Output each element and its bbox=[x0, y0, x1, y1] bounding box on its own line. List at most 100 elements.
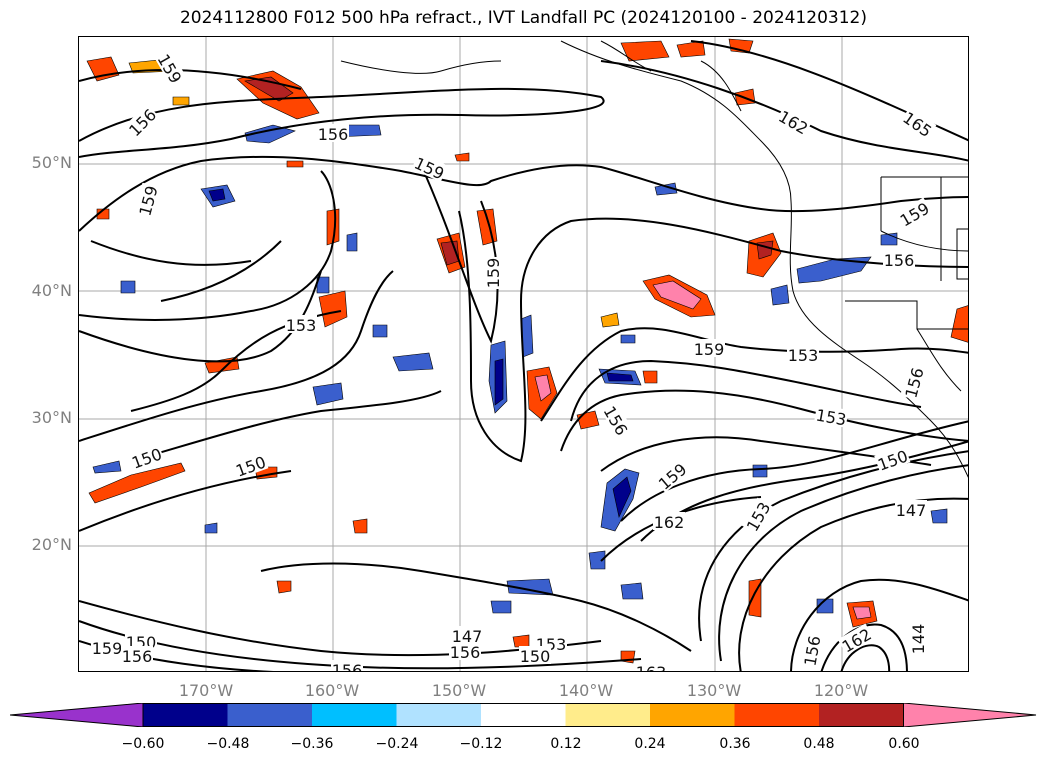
contour-label: 165 bbox=[899, 108, 935, 141]
colorbar-tick: −0.48 bbox=[206, 736, 250, 752]
colorbar-tick: −0.60 bbox=[121, 736, 165, 752]
contour-label: 159 bbox=[694, 340, 725, 359]
contour-label-bg bbox=[121, 646, 153, 664]
contour-label-bg bbox=[814, 404, 849, 428]
contour-label-bg bbox=[883, 250, 915, 268]
contour-label-bg bbox=[653, 458, 690, 493]
lon-label-170w: 170°W bbox=[178, 681, 234, 700]
contour-label-bg bbox=[895, 500, 927, 518]
map-title: 2024112800 F012 500 hPa refract., IVT La… bbox=[179, 8, 867, 28]
colorbar bbox=[10, 703, 1037, 727]
contour-label-bg bbox=[125, 632, 157, 650]
contour-label-bg bbox=[519, 646, 551, 664]
contour-label-bg bbox=[775, 105, 813, 138]
lat-label-40n: 40°N bbox=[31, 281, 72, 300]
contour-label-bg bbox=[154, 49, 187, 87]
contour-label: 163 bbox=[636, 663, 667, 672]
colorbar-extend-left bbox=[10, 703, 144, 727]
lat-label-20n: 20°N bbox=[31, 535, 72, 554]
lon-label-140w: 140°W bbox=[558, 681, 614, 700]
lon-label-150w: 150°W bbox=[431, 681, 487, 700]
contour-label-bg bbox=[895, 197, 933, 230]
contour-label-bg bbox=[232, 451, 269, 480]
contour-label-bg bbox=[285, 315, 317, 333]
contour-label: 150 bbox=[875, 446, 910, 474]
contour-label-bg bbox=[635, 662, 667, 671]
colorbar-tick: 0.24 bbox=[634, 736, 666, 752]
contour-label: 150 bbox=[520, 647, 551, 666]
contour-label-bg bbox=[653, 512, 685, 530]
colorbar-segment bbox=[734, 703, 819, 727]
contour-label: 159 bbox=[135, 184, 161, 218]
contour-label: 156 bbox=[901, 366, 927, 400]
contour-label: 159 bbox=[484, 258, 503, 289]
filled-contours bbox=[86, 38, 968, 664]
colorbar-tick: −0.24 bbox=[375, 736, 419, 752]
contour-label: 156 bbox=[884, 251, 915, 270]
lat-label-50n: 50°N bbox=[31, 153, 72, 172]
contour-label: 156 bbox=[125, 105, 160, 140]
colorbar-tick: −0.12 bbox=[459, 736, 503, 752]
contour-label-bg bbox=[134, 182, 160, 219]
colorbar-segment bbox=[481, 703, 566, 727]
contour-label-bg bbox=[483, 257, 501, 289]
contour-label: 156 bbox=[800, 634, 824, 667]
contour-label-bg bbox=[900, 364, 926, 401]
colorbar-segment bbox=[650, 703, 735, 727]
colorbar-tick: 0.60 bbox=[888, 736, 920, 752]
contour-label: 144 bbox=[909, 624, 928, 655]
contour-label: 147 bbox=[896, 501, 927, 520]
contour-label-bg bbox=[693, 339, 725, 357]
colorbar-tick: 0.12 bbox=[550, 736, 582, 752]
contour-label: 156 bbox=[318, 125, 349, 144]
contour-label: 159 bbox=[92, 639, 123, 658]
colorbar-segment bbox=[227, 703, 312, 727]
contour-label-bg bbox=[908, 623, 926, 655]
colorbar-tick: 0.36 bbox=[719, 736, 751, 752]
contour-label-bg bbox=[317, 124, 349, 142]
isolines bbox=[79, 40, 968, 671]
contour-label: 147 bbox=[452, 627, 483, 646]
colorbar-tick: 0.48 bbox=[803, 736, 835, 752]
contour-label: 156 bbox=[600, 403, 632, 439]
map-panel[interactable]: 159 156 156 159 159 162 165 159 159 156 153 159 153 1… bbox=[78, 36, 969, 672]
colorbar-segment bbox=[565, 703, 650, 727]
contour-label: 159 bbox=[897, 199, 933, 231]
colorbar-segment bbox=[312, 703, 397, 727]
colorbar-segment bbox=[396, 703, 481, 727]
contour-label: 153 bbox=[743, 499, 775, 535]
contour-label-bg bbox=[874, 445, 911, 474]
contour-label-bg bbox=[449, 642, 481, 660]
contour-label: 156 bbox=[122, 647, 153, 666]
contour-label: 159 bbox=[655, 460, 691, 494]
contour-label: 153 bbox=[286, 316, 317, 335]
coastlines bbox=[340, 40, 968, 478]
contour-label-bg bbox=[451, 626, 483, 644]
contour-label-bg bbox=[899, 106, 937, 140]
colorbar-segment bbox=[819, 703, 904, 727]
colorbar-outline bbox=[142, 703, 904, 727]
contour-label: 156 bbox=[450, 643, 481, 662]
contour-label-bg bbox=[741, 497, 774, 535]
lat-label-30n: 30°N bbox=[31, 408, 72, 427]
contour-label: 153 bbox=[788, 346, 819, 365]
contour-label: 153 bbox=[814, 405, 847, 429]
colorbar-extend-right bbox=[903, 703, 1037, 727]
contour-label-bg bbox=[128, 443, 165, 472]
contour-label-bg bbox=[799, 633, 823, 668]
colorbar-tick: −0.36 bbox=[290, 736, 334, 752]
contour-label-bg bbox=[123, 103, 160, 140]
colorbar-segment bbox=[143, 703, 228, 727]
contour-label-bg bbox=[837, 623, 875, 656]
lon-label-130w: 130°W bbox=[686, 681, 742, 700]
contour-label-bg bbox=[600, 401, 633, 439]
contour-label-bg bbox=[91, 638, 123, 656]
contour-label: 156 bbox=[332, 661, 363, 672]
contour-label-bg bbox=[331, 660, 363, 671]
contour-label: 162 bbox=[654, 513, 685, 532]
contour-label-bg bbox=[787, 345, 819, 363]
contour-label-bg bbox=[411, 152, 449, 183]
lon-label-160w: 160°W bbox=[304, 681, 360, 700]
